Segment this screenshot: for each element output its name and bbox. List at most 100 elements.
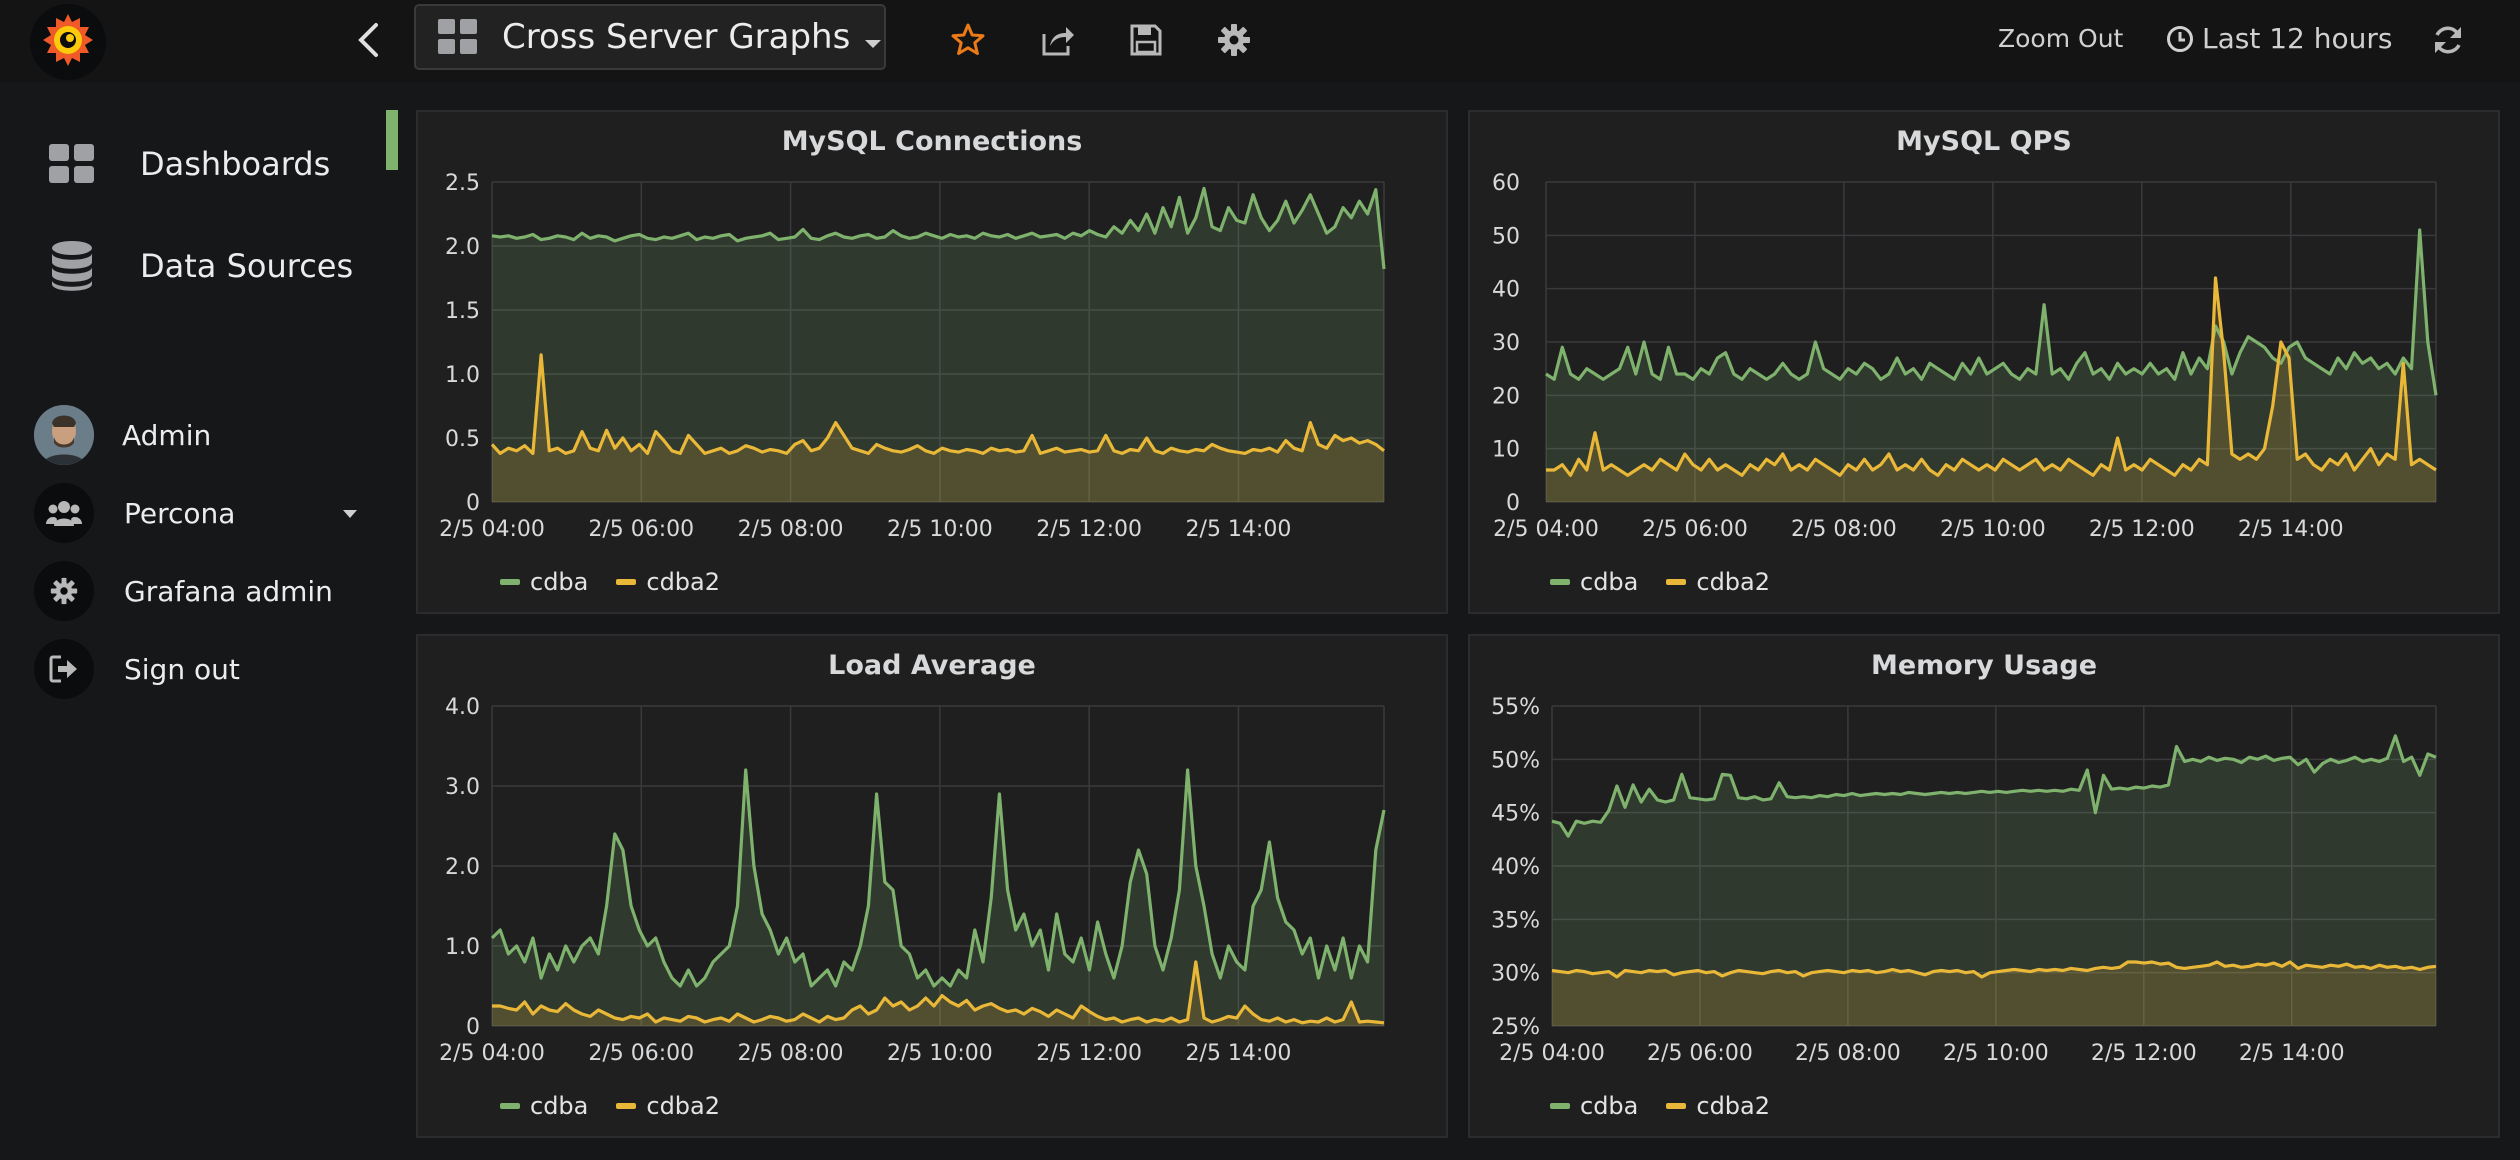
sidebar-item-label: Grafana admin bbox=[124, 574, 333, 608]
series-line-cdba[interactable] bbox=[491, 186, 1386, 270]
dashboard-settings-button[interactable] bbox=[1212, 18, 1256, 62]
refresh-button[interactable] bbox=[2426, 18, 2470, 62]
refresh-icon bbox=[2435, 26, 2461, 54]
users-icon bbox=[46, 501, 82, 526]
chart-mysql-qps: 0 10 20 30 40 50 60 2/5 04:00 2/5 06:00 2/5 08:00… bbox=[1492, 171, 2438, 542]
x-tick-label: 2/5 08:00 bbox=[738, 517, 844, 542]
y-tick-label: 3.0 bbox=[445, 775, 480, 800]
panel-title[interactable]: MySQL Connections bbox=[781, 126, 1083, 157]
x-tick-label: 2/5 12:00 bbox=[2091, 1041, 2197, 1066]
x-tick-label: 2/5 08:00 bbox=[1795, 1041, 1901, 1066]
y-tick-label: 40% bbox=[1491, 855, 1540, 880]
y-tick-label: 55% bbox=[1491, 695, 1540, 720]
y-tick-label: 0 bbox=[1506, 491, 1520, 516]
series-area-cdba2 bbox=[1552, 962, 2436, 1026]
y-tick-label: 50 bbox=[1492, 224, 1520, 249]
share-button[interactable] bbox=[1036, 18, 1080, 62]
panel-title[interactable]: Memory Usage bbox=[1870, 650, 2098, 681]
series-line-cdba2[interactable] bbox=[490, 353, 1385, 455]
y-tick-label: 45% bbox=[1491, 802, 1540, 827]
x-tick-label: 2/5 04:00 bbox=[1493, 517, 1599, 542]
y-tick-label: 10 bbox=[1492, 438, 1520, 463]
legend-item-cdba2[interactable]: cdba2 bbox=[616, 1092, 720, 1120]
chart-legend: cdba cdba2 bbox=[1550, 1092, 1798, 1120]
legend-item-cdba2[interactable]: cdba2 bbox=[616, 568, 720, 596]
dashboards-grid-icon bbox=[49, 144, 94, 183]
clock-icon bbox=[2167, 25, 2193, 52]
x-tick-label: 2/5 10:00 bbox=[887, 1041, 993, 1066]
sidebar-item-label: Percona bbox=[124, 496, 236, 530]
y-tick-label: 4.0 bbox=[445, 695, 480, 720]
legend-item-cdba2[interactable]: cdba2 bbox=[1666, 568, 1770, 596]
series-line-cdba2[interactable] bbox=[1546, 276, 2437, 477]
panel-title[interactable]: Load Average bbox=[828, 650, 1036, 681]
legend-item-cdba[interactable]: cdba bbox=[500, 1092, 588, 1120]
chart-legend: cdba cdba2 bbox=[1550, 568, 1798, 596]
legend-item-cdba[interactable]: cdba bbox=[1550, 568, 1638, 596]
series-area-cdba2 bbox=[492, 962, 1384, 1026]
series-area-cdba2 bbox=[492, 354, 1384, 502]
y-tick-label: 0 bbox=[466, 491, 480, 516]
star-button[interactable] bbox=[946, 18, 990, 62]
sidebar-item-label: Admin bbox=[122, 418, 212, 452]
sidebar-item-admin[interactable]: Admin bbox=[0, 400, 380, 470]
x-tick-label: 2/5 08:00 bbox=[1791, 517, 1897, 542]
x-tick-label: 2/5 10:00 bbox=[1940, 517, 2046, 542]
series-line-cdba2[interactable] bbox=[1551, 960, 2437, 979]
series-area-cdba bbox=[492, 188, 1384, 502]
chart-legend: cdba cdba2 bbox=[500, 1092, 748, 1120]
chart-load-average: 0 1.0 2.0 3.0 4.0 2/5 04:00 2/5 06:00 2/5 08:00… bbox=[439, 695, 1386, 1066]
y-tick-label: 30 bbox=[1492, 331, 1520, 356]
sidebar-item-dashboards[interactable]: Dashboards bbox=[0, 124, 380, 204]
y-tick-label: 1.0 bbox=[445, 935, 480, 960]
legend-item-cdba[interactable]: cdba bbox=[500, 568, 588, 596]
sidebar-item-label: Sign out bbox=[124, 652, 240, 686]
dashboard-picker[interactable]: Cross Server Graphs bbox=[414, 4, 886, 70]
x-tick-label: 2/5 12:00 bbox=[1036, 517, 1142, 542]
sidebar-item-label: Data Sources bbox=[140, 247, 354, 285]
x-tick-label: 2/5 06:00 bbox=[588, 517, 694, 542]
series-line-cdba[interactable] bbox=[1551, 734, 2437, 838]
avatar bbox=[34, 405, 94, 465]
caret-down-icon bbox=[865, 40, 882, 48]
panel-mysql-connections[interactable]: MySQL Connections 0 0.5 1.0 1.5 2.0 2.5 2/5 04… bbox=[416, 110, 1448, 614]
panel-load-average[interactable]: Load Average 0 1.0 2.0 3.0 4.0 2/5 04:00 2/5 0… bbox=[416, 634, 1448, 1138]
panel-mysql-qps[interactable]: MySQL QPS 0 10 20 30 40 50 60 2/5 04:00 2/5 06:0… bbox=[1468, 110, 2500, 614]
y-tick-label: 2.0 bbox=[445, 855, 480, 880]
y-tick-label: 0.5 bbox=[445, 427, 480, 452]
legend-item-cdba2[interactable]: cdba2 bbox=[1666, 1092, 1770, 1120]
x-tick-label: 2/5 04:00 bbox=[439, 1041, 545, 1066]
x-tick-label: 2/5 06:00 bbox=[1642, 517, 1748, 542]
save-dashboard-button[interactable] bbox=[1124, 18, 1168, 62]
x-tick-label: 2/5 14:00 bbox=[2238, 517, 2344, 542]
y-tick-label: 60 bbox=[1492, 171, 1520, 196]
grafana-logo-icon[interactable] bbox=[28, 2, 108, 82]
sidebar-item-percona[interactable]: Percona bbox=[0, 478, 380, 548]
y-tick-label: 25% bbox=[1491, 1015, 1540, 1040]
series-line-cdba[interactable] bbox=[1545, 228, 2438, 396]
series-line-cdba[interactable] bbox=[490, 768, 1386, 988]
panel-memory-usage[interactable]: Memory Usage 25% 30% 35% 40% 45% 50% 55% 2/5 04… bbox=[1468, 634, 2500, 1138]
save-icon bbox=[1130, 24, 1162, 56]
collapse-sidebar-button[interactable] bbox=[344, 16, 392, 64]
chart-legend: cdba cdba2 bbox=[500, 568, 748, 596]
sidebar-item-data-sources[interactable]: Data Sources bbox=[0, 226, 380, 306]
time-range-picker[interactable]: Last 12 hours bbox=[2166, 22, 2392, 55]
x-tick-label: 2/5 04:00 bbox=[1499, 1041, 1605, 1066]
series-area-cdba bbox=[1546, 230, 2436, 502]
sidebar-item-sign-out[interactable]: Sign out bbox=[0, 634, 380, 704]
zoom-out-button[interactable]: Zoom Out bbox=[1998, 24, 2124, 53]
panel-title[interactable]: MySQL QPS bbox=[1896, 126, 2072, 157]
x-tick-label: 2/5 12:00 bbox=[1036, 1041, 1142, 1066]
y-tick-label: 1.5 bbox=[445, 299, 480, 324]
sidebar-item-grafana-admin[interactable]: Grafana admin bbox=[0, 556, 380, 626]
series-line-cdba2[interactable] bbox=[492, 960, 1385, 1025]
database-icon bbox=[52, 241, 92, 291]
star-icon bbox=[951, 23, 985, 55]
x-tick-label: 2/5 06:00 bbox=[588, 1041, 694, 1066]
sidebar: Dashboards Data Sources Admin bbox=[0, 82, 400, 1160]
legend-item-cdba[interactable]: cdba bbox=[1550, 1092, 1638, 1120]
top-navbar: Cross Server Graphs bbox=[0, 0, 2520, 82]
y-tick-label: 0 bbox=[466, 1015, 480, 1040]
y-tick-label: 2.5 bbox=[445, 171, 480, 196]
